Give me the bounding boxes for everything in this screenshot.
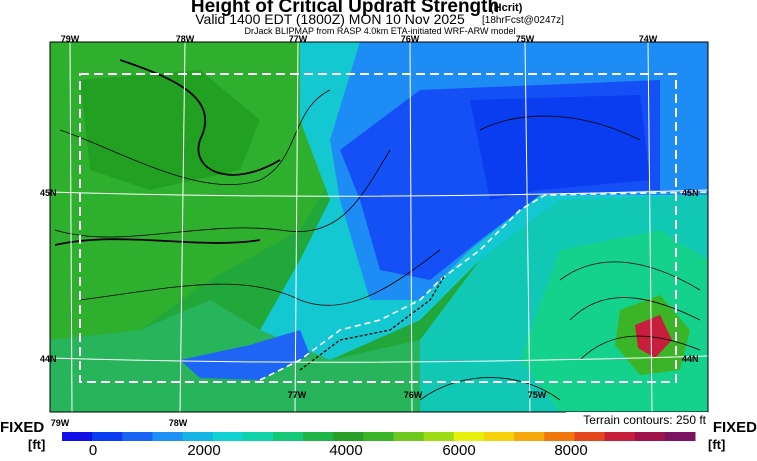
colorbar-swatch	[182, 432, 214, 441]
lat-label: 45N	[40, 188, 57, 198]
colorbar-swatch	[544, 432, 575, 441]
terrain-note: Terrain contours: 250 ft	[583, 413, 706, 427]
colorbar-swatch	[423, 432, 455, 441]
colorbar-left-label: FIXED	[0, 419, 44, 436]
source: DrJack BLIPMAP from RASP 4.0km ETA-initi…	[245, 26, 516, 36]
colorbar-swatch	[393, 432, 425, 441]
colorbar-swatch	[152, 432, 184, 441]
colorbar-tick-label: 2000	[187, 442, 220, 456]
colorbar-swatch	[574, 432, 606, 441]
colorbar-left-unit: [ft]	[28, 437, 45, 452]
colorbar-swatch	[484, 432, 515, 441]
lon-label: 75W	[528, 390, 547, 400]
colorbar-tick-label: 4000	[329, 442, 362, 456]
lon-label: 77W	[289, 34, 308, 44]
colorbar-swatch	[212, 432, 244, 441]
colorbar-swatch	[242, 432, 274, 441]
lon-label: 76W	[404, 390, 423, 400]
colorbar-swatch	[363, 432, 395, 441]
lon-label: 78W	[169, 418, 188, 428]
colorbar-tick-label: 8000	[554, 442, 587, 456]
colorbar-tick-label: 6000	[442, 442, 475, 456]
map-border	[49, 41, 709, 413]
colorbar-swatch	[303, 432, 334, 441]
valid-time: Valid 1400 EDT (1800Z) MON 10 Nov 2025	[195, 11, 465, 27]
lon-label: 74W	[639, 34, 658, 44]
lat-label: 44N	[682, 354, 699, 364]
colorbar-swatch	[664, 432, 696, 441]
colorbar-swatch	[273, 432, 304, 441]
lon-label: 76W	[401, 34, 420, 44]
lon-label: 79W	[61, 34, 80, 44]
title: Height of Critical Updraft Strength	[191, 0, 499, 17]
colorbar: 0 2000 4000 6000 8000	[62, 432, 696, 459]
geo-labels: 79W 78W 77W 76W 75W 74W 79W 78W 77W 76W 75W 45N 44N 4…	[40, 34, 699, 428]
lon-label: 79W	[51, 418, 70, 428]
lat-label: 45N	[682, 188, 699, 198]
colorbar-swatch	[333, 432, 364, 441]
lon-label: 75W	[516, 34, 535, 44]
title-suffix: (Hcrit)	[490, 2, 523, 14]
colorbar-swatch	[634, 432, 666, 441]
colorbar-right-label: FIXED	[713, 419, 757, 436]
forecast-info: [18hrFcst@0247z]	[482, 15, 564, 26]
lon-label: 77W	[288, 390, 307, 400]
colorbar-swatch	[62, 432, 93, 441]
colorbar-swatch	[92, 432, 123, 441]
colorbar-tick-label: 0	[89, 442, 97, 456]
terrain-box	[566, 412, 708, 427]
colorbar-swatch	[604, 432, 636, 441]
colorbar-swatch	[514, 432, 545, 441]
colorbar-right-unit: [ft]	[708, 437, 725, 452]
map-field	[50, 42, 708, 412]
colorbar-swatch	[453, 432, 485, 441]
lat-label: 44N	[40, 354, 57, 364]
colorbar-swatch	[122, 432, 153, 441]
lon-label: 78W	[176, 34, 195, 44]
